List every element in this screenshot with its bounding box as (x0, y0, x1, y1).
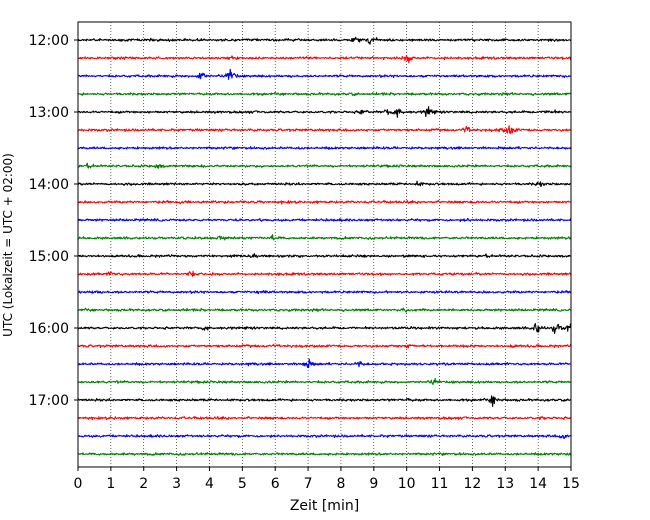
x-tick-label: 11 (431, 476, 449, 492)
y-tick-label: 15:00 (29, 249, 69, 265)
y-tick-label: 17:00 (29, 393, 69, 409)
x-tick-label: 14 (529, 476, 547, 492)
seismic-trace (77, 434, 572, 440)
x-tick-label: 10 (398, 476, 416, 492)
x-axis: 0 1 2 3 4 5 6 7 8 9 10 11 12 13 14 15 (74, 467, 580, 492)
seismic-trace (77, 68, 572, 81)
y-tick-label: 14:00 (29, 177, 69, 193)
x-tick-label: 2 (139, 476, 148, 492)
x-tick-label: 13 (496, 476, 514, 492)
seismic-trace (77, 323, 572, 335)
y-axis: 12:00 13:00 14:00 15:00 16:00 17:00 (29, 33, 78, 409)
seismic-trace (77, 270, 572, 277)
seismic-trace (77, 162, 572, 169)
x-tick-label: 6 (271, 476, 280, 492)
seismic-trace (77, 290, 572, 295)
x-tick-label: 0 (74, 476, 83, 492)
x-tick-label: 15 (562, 476, 580, 492)
seismic-trace (77, 395, 572, 407)
seismic-trace (77, 180, 572, 188)
seismic-trace (77, 36, 572, 45)
seismic-trace (77, 55, 572, 64)
seismic-traces (77, 36, 572, 457)
y-tick-label: 12:00 (29, 33, 69, 49)
x-tick-label: 8 (336, 476, 345, 492)
y-tick-label: 16:00 (29, 321, 69, 337)
seismic-trace (77, 199, 572, 205)
y-tick-label: 13:00 (29, 105, 69, 121)
seismic-trace (77, 343, 572, 349)
seismic-trace (77, 377, 572, 386)
x-tick-label: 5 (238, 476, 247, 492)
seismic-trace (77, 451, 572, 457)
x-tick-label: 1 (106, 476, 115, 492)
x-tick-label: 12 (463, 476, 481, 492)
seismic-trace (77, 146, 572, 151)
seismic-trace (77, 234, 572, 241)
seismic-trace (77, 415, 572, 421)
seismic-trace (77, 358, 572, 369)
seismic-trace (77, 106, 572, 118)
x-tick-label: 3 (172, 476, 181, 492)
seismic-trace (77, 217, 572, 223)
seismic-trace (77, 307, 572, 313)
seismic-trace (77, 91, 572, 97)
seismic-trace (77, 125, 572, 135)
x-tick-label: 4 (205, 476, 214, 492)
seismic-trace (77, 253, 572, 259)
x-tick-label: 7 (304, 476, 313, 492)
y-axis-label: UTC (Lokalzeit = UTC + 02:00) (1, 153, 15, 337)
x-axis-label: Zeit [min] (290, 498, 359, 514)
plot-frame (77, 21, 572, 468)
x-tick-label: 9 (369, 476, 378, 492)
grid-lines (110, 22, 539, 467)
